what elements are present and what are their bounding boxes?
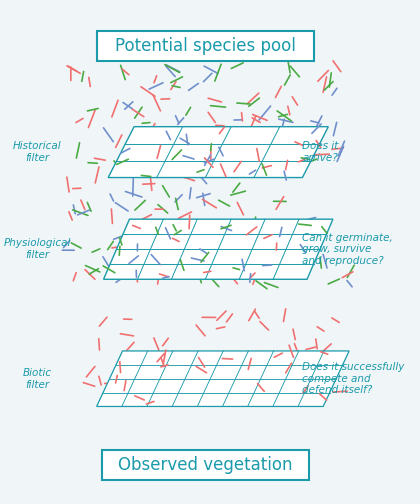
Text: Observed vegetation: Observed vegetation xyxy=(118,456,293,474)
Text: Historical
filter: Historical filter xyxy=(13,141,61,163)
Text: Potential species pool: Potential species pool xyxy=(115,37,296,55)
FancyBboxPatch shape xyxy=(97,31,313,60)
Text: Does it
arrive?: Does it arrive? xyxy=(302,141,339,163)
FancyBboxPatch shape xyxy=(102,450,309,479)
Polygon shape xyxy=(97,351,349,406)
Polygon shape xyxy=(104,219,333,279)
Polygon shape xyxy=(108,127,328,177)
Text: Biotic
filter: Biotic filter xyxy=(22,368,52,390)
Text: Does it successfully
compete and
defend itself?: Does it successfully compete and defend … xyxy=(302,362,405,395)
Text: Physiological
filter: Physiological filter xyxy=(3,238,71,260)
Text: Can it germinate,
grow, survive
and reproduce?: Can it germinate, grow, survive and repr… xyxy=(302,233,393,266)
